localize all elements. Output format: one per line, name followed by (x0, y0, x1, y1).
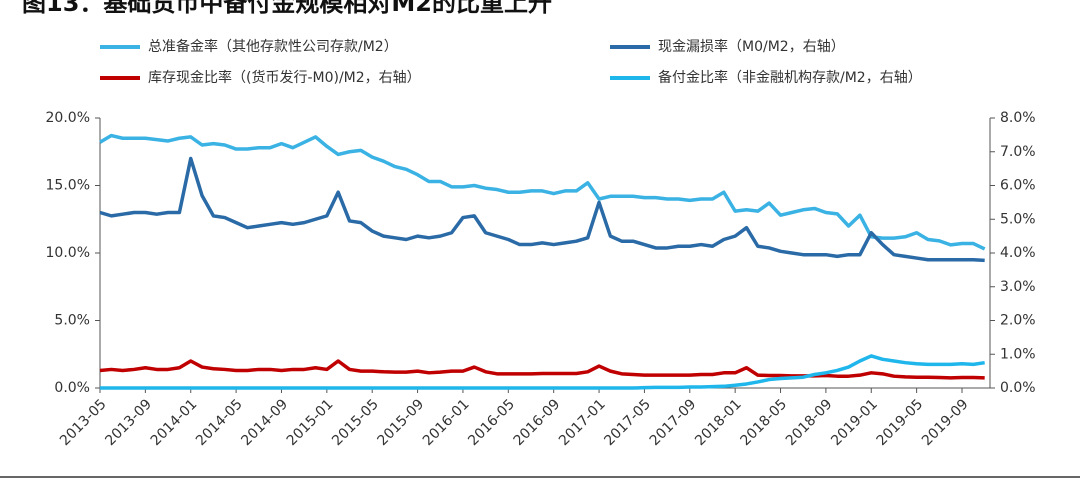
chart-title: 图13：基础货币中备付金规模相对M2的比重上升 (22, 0, 552, 17)
y-tick-label: 5.0% (54, 313, 90, 329)
x-tick-label: 2018-09 (783, 396, 836, 449)
series-line (99, 156, 985, 263)
y-tick-label: 0.0% (54, 380, 90, 396)
x-tick-label: 2014-01 (148, 396, 201, 449)
x-tick-label: 2014-09 (238, 396, 291, 449)
series-line (99, 359, 985, 380)
x-tick-label: 2019-01 (828, 396, 881, 449)
x-tick-label: 2013-05 (57, 396, 110, 449)
x-tick-label: 2018-01 (692, 396, 745, 449)
x-tick-label: 2016-05 (465, 396, 518, 449)
x-tick-label: 2013-09 (102, 396, 155, 449)
x-tick-label: 2017-01 (556, 396, 609, 449)
y2-tick-label: 8.0% (1000, 110, 1036, 126)
series-line (99, 133, 986, 251)
y2-tick-label: 4.0% (1000, 245, 1036, 261)
x-tick-label: 2015-09 (375, 396, 428, 449)
x-tick-label: 2019-05 (874, 396, 927, 449)
series-line (100, 354, 985, 390)
x-tick-label: 2019-09 (919, 396, 972, 449)
x-tick-label: 2017-09 (647, 396, 700, 449)
x-tick-label: 2015-05 (329, 396, 382, 449)
x-tick-label: 2015-01 (284, 396, 337, 449)
y2-tick-label: 7.0% (1000, 144, 1036, 160)
y2-tick-label: 3.0% (1000, 279, 1036, 295)
y-tick-label: 10.0% (46, 245, 90, 261)
x-tick-label: 2016-09 (511, 396, 564, 449)
x-tick-label: 2017-05 (601, 396, 654, 449)
y2-tick-label: 1.0% (1000, 346, 1036, 362)
y2-tick-label: 2.0% (1000, 313, 1036, 329)
legend-label: 备付金比率（非金融机构存款/M2，右轴） (658, 69, 922, 86)
x-tick-label: 2016-01 (420, 396, 473, 449)
legend-label: 总准备金率（其他存款性公司存款/M2） (148, 38, 398, 55)
y2-tick-label: 5.0% (1000, 211, 1036, 227)
legend-label: 库存现金比率（(货币发行-M0)/M2，右轴） (148, 69, 421, 86)
legend-label: 现金漏损率（M0/M2，右轴） (658, 38, 845, 55)
x-tick-label: 2014-05 (193, 396, 246, 449)
y-tick-label: 15.0% (46, 178, 90, 194)
y-tick-label: 20.0% (46, 110, 90, 126)
y2-tick-label: 6.0% (1000, 178, 1036, 194)
y2-tick-label: 0.0% (1000, 380, 1036, 396)
x-tick-label: 2018-05 (738, 396, 791, 449)
